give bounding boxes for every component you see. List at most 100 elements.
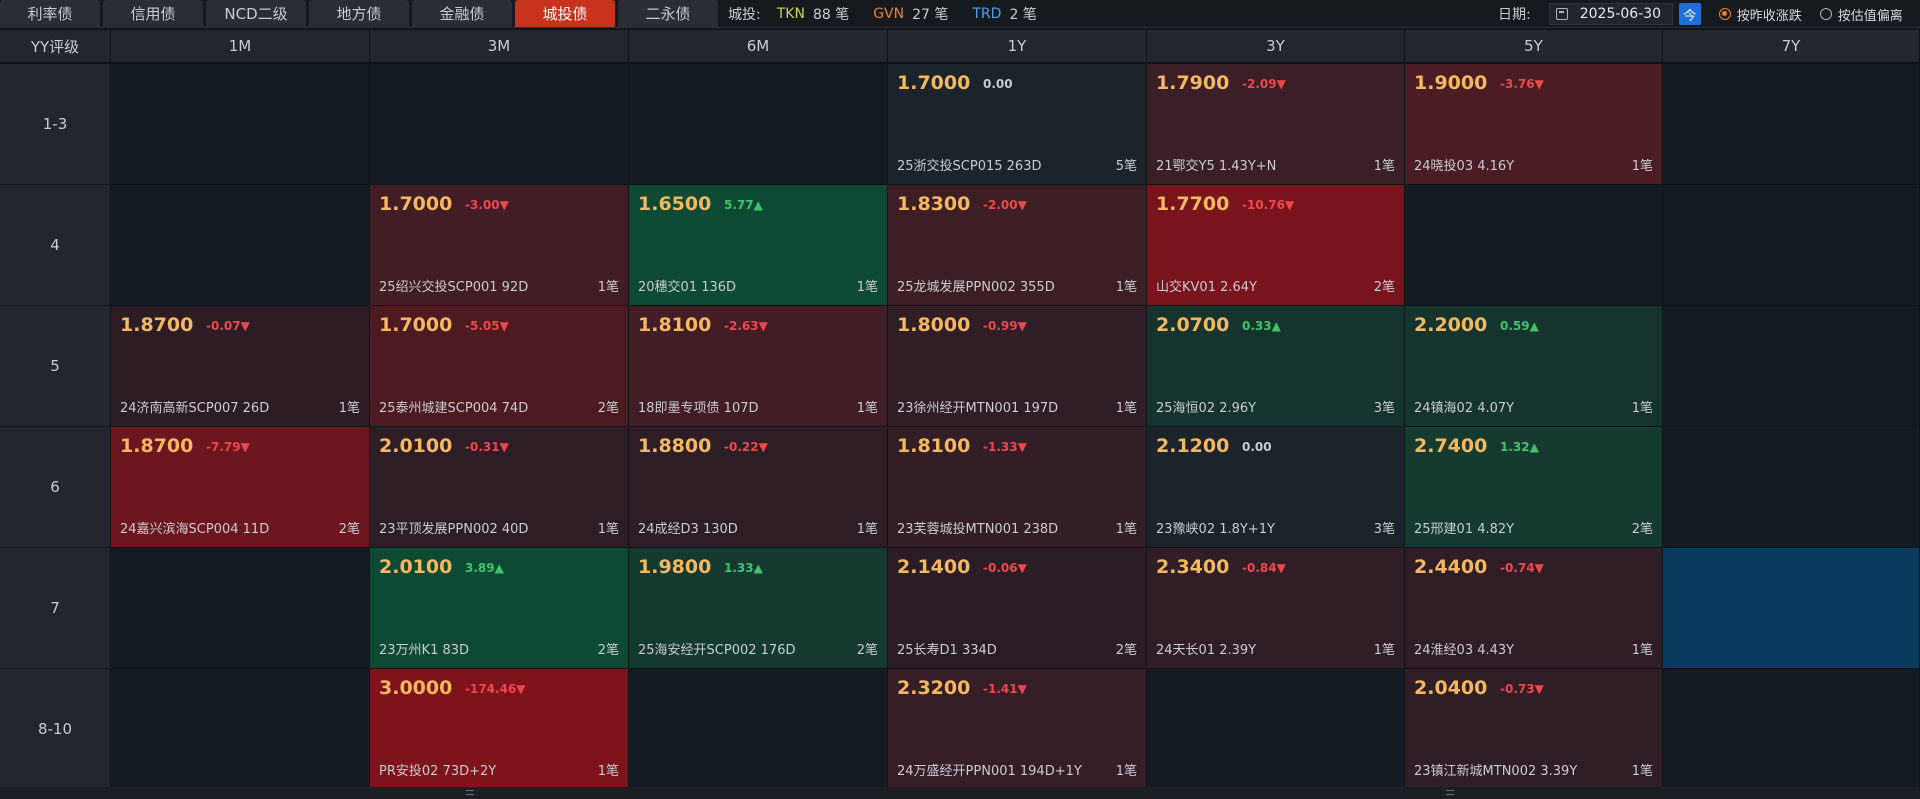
trade-count: 1笔: [1115, 522, 1137, 537]
yield-value: 1.8700: [120, 314, 194, 336]
change-value: 5.77▲: [724, 198, 763, 212]
gvn-code: GVN: [873, 6, 905, 22]
bond-name: 24晓投03 4.16Y: [1414, 159, 1515, 174]
quote-cell[interactable]: 1.7900 -2.09▼ 21鄂交Y5 1.43Y+N 1笔: [1147, 64, 1404, 184]
column-header: 7Y: [1663, 30, 1920, 62]
quote-cell[interactable]: 1.8700 -7.79▼ 24嘉兴滨海SCP004 11D 2笔: [111, 427, 369, 547]
bond-name: 25海安经开SCP002 176D: [638, 643, 796, 658]
tab-5[interactable]: 城投债: [515, 0, 615, 27]
quote-cell[interactable]: [111, 548, 369, 668]
quote-cell[interactable]: [1663, 548, 1919, 668]
trd-code: TRD: [972, 6, 1002, 22]
quote-cell[interactable]: 1.8700 -0.07▼ 24济南高新SCP007 26D 1笔: [111, 306, 369, 426]
quote-cell[interactable]: [1663, 306, 1919, 426]
quote-cell[interactable]: [629, 64, 887, 184]
resize-grip-icon[interactable]: [1446, 790, 1454, 795]
trade-count: 1笔: [1115, 401, 1137, 416]
quote-cell[interactable]: 2.0100 -0.31▼ 23平顶发展PPN002 40D 1笔: [370, 427, 628, 547]
bond-name: 24淮经03 4.43Y: [1414, 643, 1515, 658]
radio-by-prev-close[interactable]: 按昨收涨跌: [1718, 5, 1802, 24]
column-header-row: YY评级 1M 3M 6M 1Y 3Y 5Y 7Y: [0, 30, 1920, 62]
quote-cell[interactable]: 2.1200 0.00 23豫峡02 1.8Y+1Y 3笔: [1147, 427, 1404, 547]
yield-value: 2.2000: [1414, 314, 1488, 336]
yield-value: 1.7000: [379, 193, 453, 215]
quote-cell[interactable]: 1.7000 -5.05▼ 25泰州城建SCP004 74D 2笔: [370, 306, 628, 426]
tkn-count: 88 笔: [812, 7, 850, 23]
yield-value: 2.0400: [1414, 677, 1488, 699]
column-header: 6M: [629, 30, 888, 62]
quote-cell[interactable]: 1.8000 -0.99▼ 23徐州经开MTN001 197D 1笔: [888, 306, 1146, 426]
change-value: -1.41▼: [983, 682, 1027, 696]
quote-cell[interactable]: 1.8300 -2.00▼ 25龙城发展PPN002 355D 1笔: [888, 185, 1146, 305]
tab-6[interactable]: 二永债: [618, 0, 718, 27]
quote-cell[interactable]: 1.7000 0.00 25浙交投SCP015 263D 5笔: [888, 64, 1146, 184]
resize-grip-icon[interactable]: [466, 790, 474, 795]
column-header: 3Y: [1147, 30, 1405, 62]
quote-cell[interactable]: 2.0400 -0.73▼ 23镇江新城MTN002 3.39Y 1笔: [1405, 669, 1662, 789]
quote-cell[interactable]: 2.4400 -0.74▼ 24淮经03 4.43Y 1笔: [1405, 548, 1662, 668]
bond-name: 24嘉兴滨海SCP004 11D: [120, 522, 270, 537]
quote-cell[interactable]: 1.8800 -0.22▼ 24成经D3 130D 1笔: [629, 427, 887, 547]
yield-value: 2.1400: [897, 556, 971, 578]
bond-name: 25长寿D1 334D: [897, 643, 997, 658]
row-label: 7: [0, 548, 110, 668]
quote-cell[interactable]: [629, 669, 887, 789]
quote-cell[interactable]: 1.9800 1.33▲ 25海安经开SCP002 176D 2笔: [629, 548, 887, 668]
quote-cell[interactable]: 2.2000 0.59▲ 24镇海02 4.07Y 1笔: [1405, 306, 1662, 426]
trade-count: 1笔: [856, 280, 878, 295]
trade-count: 1笔: [597, 280, 619, 295]
change-value: -3.76▼: [1500, 77, 1544, 91]
quote-cell[interactable]: 1.8100 -2.63▼ 18即墨专项债 107D 1笔: [629, 306, 887, 426]
quote-cell[interactable]: 2.0700 0.33▲ 25海恒02 2.96Y 3笔: [1147, 306, 1404, 426]
trade-count: 1笔: [856, 401, 878, 416]
row-label: 1-3: [0, 64, 110, 184]
quote-cell[interactable]: [111, 669, 369, 789]
bond-name: 25泰州城建SCP004 74D: [379, 401, 529, 416]
quote-cell[interactable]: [1147, 669, 1404, 789]
quote-cell[interactable]: 2.3400 -0.84▼ 24天长01 2.39Y 1笔: [1147, 548, 1404, 668]
quote-cell[interactable]: 1.7700 -10.76▼ 山交KV01 2.64Y 2笔: [1147, 185, 1404, 305]
quote-cell[interactable]: [111, 64, 369, 184]
bond-name: 25绍兴交投SCP001 92D: [379, 280, 529, 295]
trade-count: 1笔: [1631, 764, 1653, 779]
trade-count: 1笔: [1631, 401, 1653, 416]
quote-cell[interactable]: [1663, 64, 1919, 184]
tab-4[interactable]: 金融债: [412, 0, 512, 27]
yield-value: 1.8000: [897, 314, 971, 336]
column-header: 1Y: [888, 30, 1147, 62]
quote-cell[interactable]: [1663, 427, 1919, 547]
quote-cell[interactable]: 3.0000 -174.46▼ PR安投02 73D+2Y 1笔: [370, 669, 628, 789]
quote-cell[interactable]: [370, 64, 628, 184]
tab-2[interactable]: NCD二级: [206, 0, 306, 27]
date-picker[interactable]: 2025-06-30: [1548, 3, 1673, 25]
tab-1[interactable]: 信用债: [103, 0, 203, 27]
quote-cell[interactable]: [1663, 185, 1919, 305]
yield-value: 1.7700: [1156, 193, 1230, 215]
trade-count: 2笔: [1631, 522, 1653, 537]
quote-cell[interactable]: 1.7000 -3.00▼ 25绍兴交投SCP001 92D 1笔: [370, 185, 628, 305]
quote-cell[interactable]: [111, 185, 369, 305]
quote-cell[interactable]: [1663, 669, 1919, 789]
today-button[interactable]: 今: [1678, 3, 1701, 25]
change-value: -0.84▼: [1242, 561, 1286, 575]
trade-count: 2笔: [597, 401, 619, 416]
change-value: 0.59▲: [1500, 319, 1539, 333]
quote-cell[interactable]: 2.1400 -0.06▼ 25长寿D1 334D 2笔: [888, 548, 1146, 668]
quote-cell[interactable]: [1405, 185, 1662, 305]
quote-cell[interactable]: 2.7400 1.32▲ 25邢建01 4.82Y 2笔: [1405, 427, 1662, 547]
quote-cell[interactable]: 2.0100 3.89▲ 23万州K1 83D 2笔: [370, 548, 628, 668]
date-value: 2025-06-30: [1579, 6, 1662, 22]
trade-count: 1笔: [856, 522, 878, 537]
quote-cell[interactable]: 2.3200 -1.41▼ 24万盛经开PPN001 194D+1Y 1笔: [888, 669, 1146, 789]
tab-0[interactable]: 利率债: [0, 0, 100, 27]
quote-cell[interactable]: 1.6500 5.77▲ 20穗交01 136D 1笔: [629, 185, 887, 305]
quote-cell[interactable]: 1.9000 -3.76▼ 24晓投03 4.16Y 1笔: [1405, 64, 1662, 184]
change-value: 0.00: [983, 77, 1013, 91]
bond-name: 23镇江新城MTN002 3.39Y: [1414, 764, 1578, 779]
quote-cell[interactable]: 1.8100 -1.33▼ 23芙蓉城投MTN001 238D 1笔: [888, 427, 1146, 547]
yield-value: 1.8700: [120, 435, 194, 457]
tab-3[interactable]: 地方债: [309, 0, 409, 27]
yield-value: 1.7000: [379, 314, 453, 336]
radio-by-valuation-deviation[interactable]: 按估值偏离: [1819, 5, 1903, 24]
row-label: 6: [0, 427, 110, 547]
